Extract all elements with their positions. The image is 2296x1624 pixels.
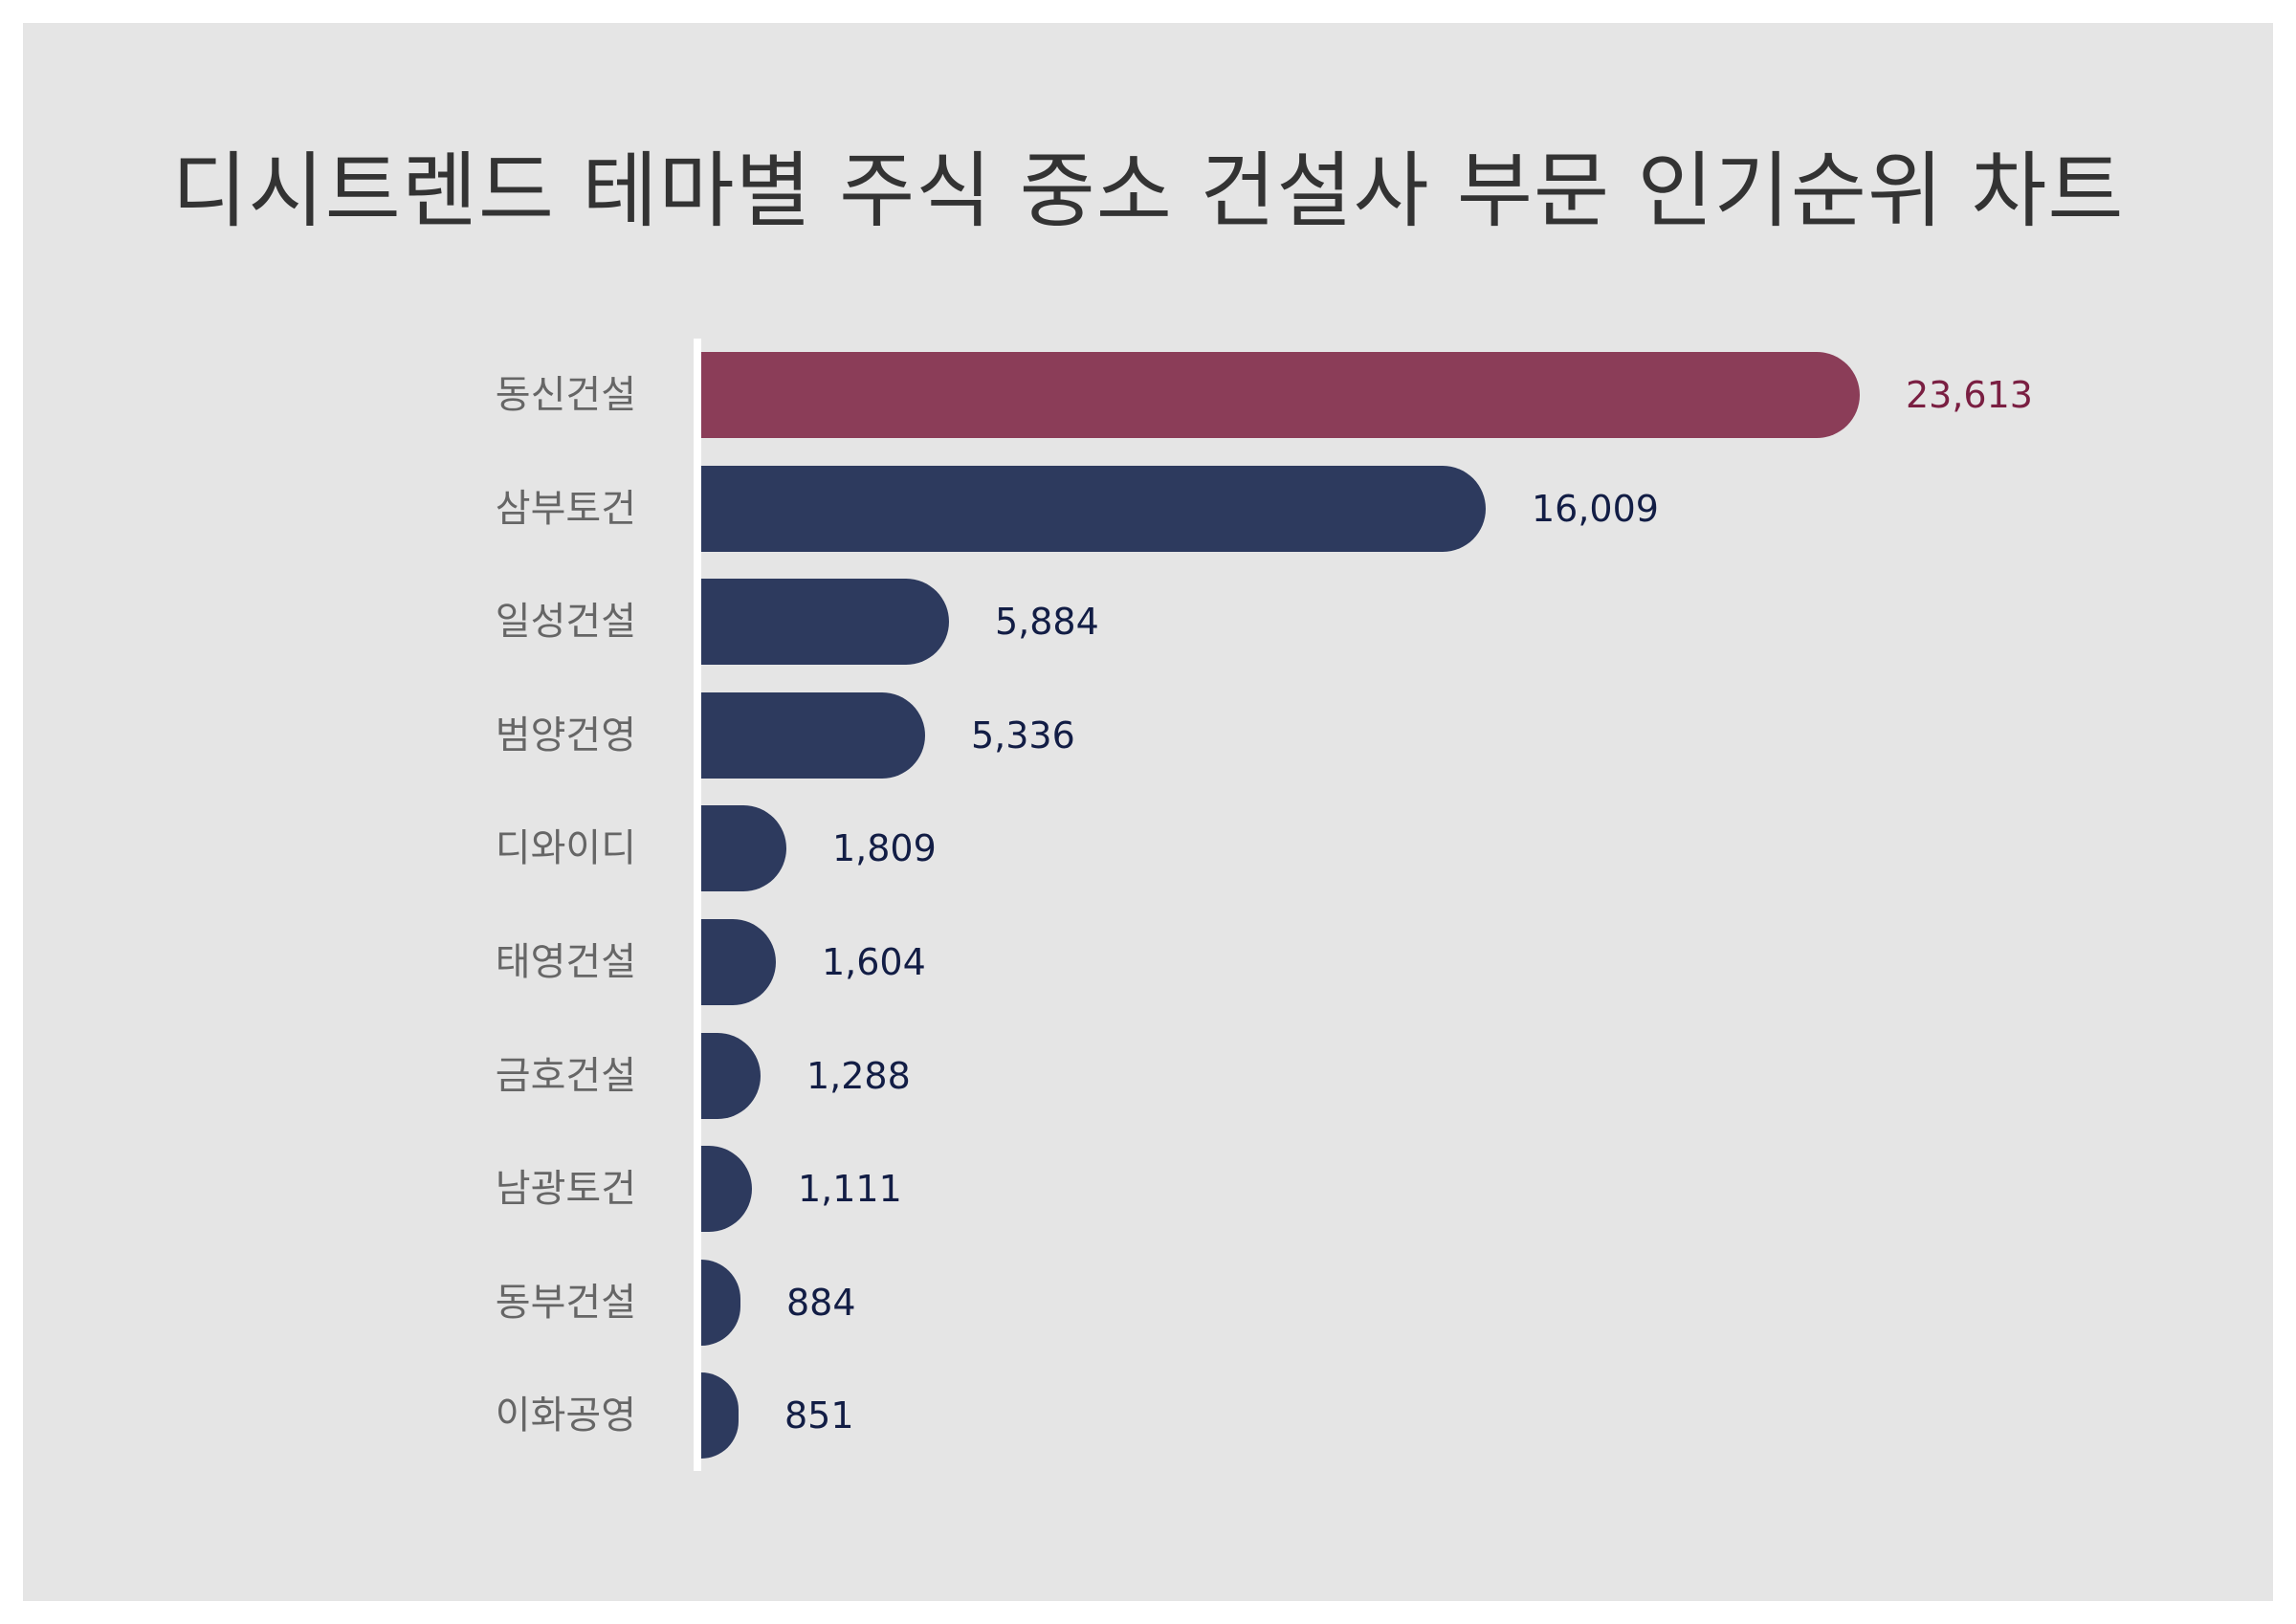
bar-row: 삼부토건 16,009 <box>0 465 2296 552</box>
chart-title: 디시트렌드 테마별 주식 중소 건설사 부문 인기순위 차트 <box>171 143 2125 239</box>
category-label: 태영건설 <box>495 940 636 984</box>
bar-row: 디와이디 1,809 <box>0 805 2296 892</box>
y-axis-line <box>694 339 701 1471</box>
bar <box>701 352 1860 438</box>
value-label: 1,809 <box>832 827 937 870</box>
value-label: 1,604 <box>822 941 926 983</box>
value-label: 5,884 <box>995 601 1099 644</box>
bar <box>701 1372 739 1459</box>
bar-row: 동부건설 884 <box>0 1259 2296 1346</box>
bar <box>701 465 1486 552</box>
bar <box>701 805 786 892</box>
bar-row: 남광토건 1,111 <box>0 1146 2296 1233</box>
value-label: 23,613 <box>1906 374 2033 416</box>
category-label: 금호건설 <box>495 1053 636 1098</box>
bar-row: 일성건설 5,884 <box>0 579 2296 666</box>
bar <box>701 1259 740 1346</box>
category-label: 동부건설 <box>495 1280 636 1325</box>
bar <box>701 919 776 1005</box>
bar <box>701 579 949 666</box>
value-label: 1,111 <box>798 1168 902 1211</box>
value-label: 5,336 <box>971 713 1075 757</box>
value-label: 16,009 <box>1532 487 1659 530</box>
chart-panel <box>23 23 2273 1601</box>
bar <box>701 691 925 779</box>
category-label: 이화공영 <box>495 1394 636 1438</box>
value-label: 884 <box>786 1281 856 1324</box>
category-label: 삼부토건 <box>495 486 636 531</box>
bar-row: 범양건영 5,336 <box>0 691 2296 779</box>
category-label: 디와이디 <box>495 826 636 871</box>
bar-row: 이화공영 851 <box>0 1372 2296 1459</box>
value-label: 1,288 <box>806 1054 911 1097</box>
category-label: 동신건설 <box>495 373 636 417</box>
category-label: 일성건설 <box>495 600 636 645</box>
bar-row: 동신건설 23,613 <box>0 352 2296 438</box>
bar-row: 태영건설 1,604 <box>0 919 2296 1005</box>
bar <box>701 1032 761 1119</box>
bar-row: 금호건설 1,288 <box>0 1032 2296 1119</box>
category-label: 범양건영 <box>495 713 636 757</box>
bar <box>701 1146 752 1233</box>
category-label: 남광토건 <box>495 1167 636 1212</box>
value-label: 851 <box>784 1394 854 1437</box>
